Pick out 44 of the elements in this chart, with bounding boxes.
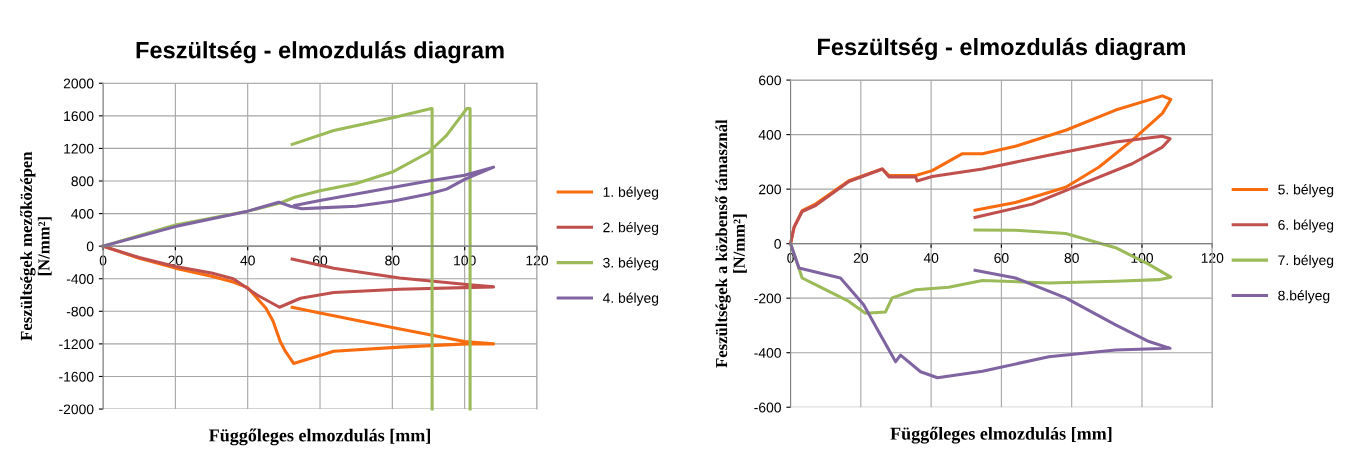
legend-label: 6. bélyeg <box>1278 219 1334 233</box>
y-tick-label: 0 <box>86 241 94 252</box>
x-tick-label: 120 <box>526 255 549 266</box>
y-tick-label: -600 <box>754 402 781 413</box>
legend-label: 7. bélyeg <box>1278 254 1334 268</box>
y-tick-label: -400 <box>754 348 781 358</box>
x-tick-label: 40 <box>923 253 939 263</box>
y-tick-label: -800 <box>66 306 94 317</box>
line-series <box>101 165 496 248</box>
y-tick-label: -200 <box>754 293 781 304</box>
y-tick-label: 400 <box>758 129 781 140</box>
legend-label: 5. bélyeg <box>1278 184 1334 198</box>
y-tick-label: 0 <box>774 238 781 249</box>
y-tick-label: 1600 <box>64 111 94 122</box>
y-tick-label: 200 <box>759 184 781 195</box>
legend-label: 8.bélyeg <box>1278 290 1330 304</box>
y-tick-label: -1600 <box>59 371 94 382</box>
y-axis-title: Feszültségek a közbenső támasznál [N/mm²] <box>715 119 747 368</box>
x-tick-label: 120 <box>1201 253 1224 263</box>
x-tick-label: 0 <box>99 255 107 266</box>
x-tick-label: 60 <box>994 253 1009 263</box>
y-tick-label: 800 <box>71 176 94 187</box>
y-tick-label: 1200 <box>64 143 94 154</box>
x-axis-title: Függőleges elmozdulás [mm] <box>209 428 430 446</box>
y-tick-label: -2000 <box>59 404 94 415</box>
legend-label: 2. bélyeg <box>603 221 659 236</box>
line-series <box>789 242 1172 380</box>
legend-label: 4. bélyeg <box>602 292 659 306</box>
y-tick-label: 400 <box>71 208 94 219</box>
x-tick-label: 40 <box>240 255 255 266</box>
legend-label: 3. bélyeg <box>603 257 659 271</box>
x-axis-title: Függőleges elmozdulás [mm] <box>890 426 1112 444</box>
x-tick-label: 80 <box>1064 253 1079 263</box>
y-tick-label: -1200 <box>59 339 94 350</box>
x-tick-label: 80 <box>385 255 400 266</box>
legend-label: 1. bélyeg <box>603 186 659 200</box>
y-tick-label: -400 <box>66 274 94 284</box>
line-series <box>101 244 496 309</box>
chart-title: Feszültség - elmozdulás diagram <box>136 40 504 64</box>
x-tick-label: 20 <box>853 253 869 263</box>
y-tick-label: 600 <box>759 75 781 86</box>
y-axis-title: Feszültségek mezőközépen [N/mm²] <box>20 151 52 341</box>
chart-title: Feszültség - elmozdulás diagram <box>818 37 1185 61</box>
y-tick-label: 2000 <box>63 78 94 89</box>
